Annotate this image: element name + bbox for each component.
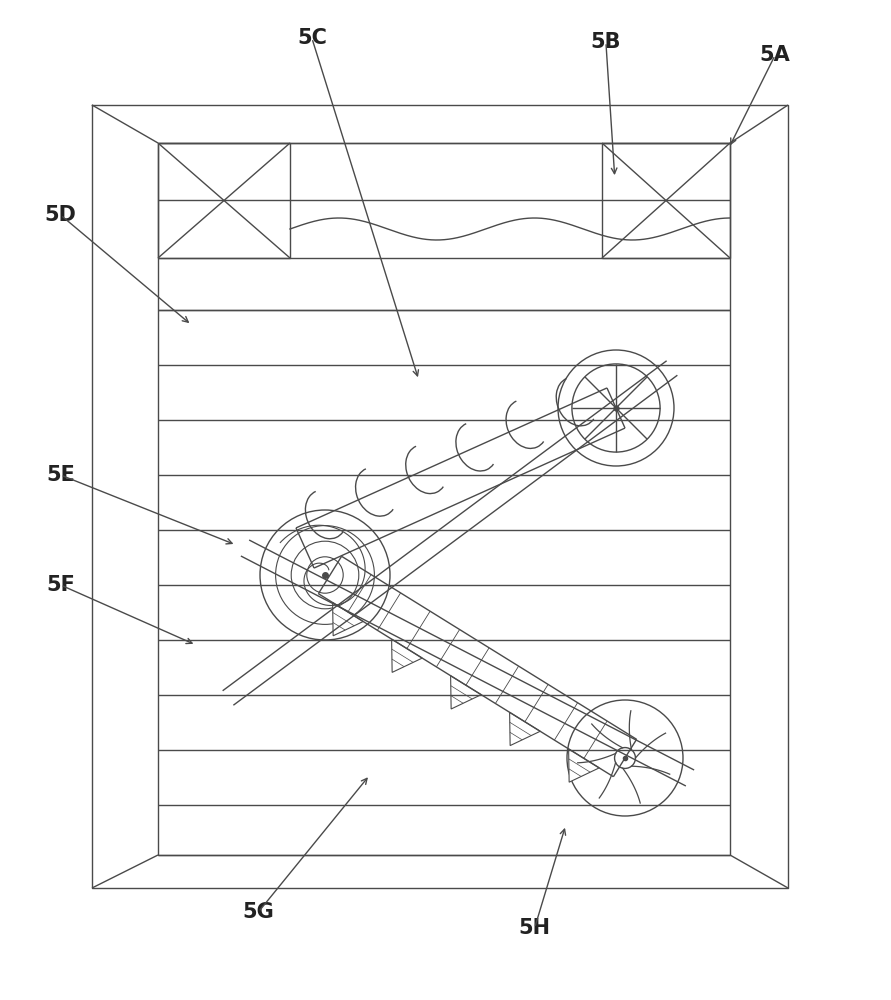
Text: 5F: 5F: [46, 575, 75, 595]
Text: 5A: 5A: [760, 45, 790, 65]
Polygon shape: [392, 639, 422, 672]
Polygon shape: [451, 676, 481, 709]
Text: 5G: 5G: [242, 902, 274, 922]
Bar: [158, 143, 730, 855]
Bar: [602, 143, 730, 258]
Bar: [158, 143, 290, 258]
Polygon shape: [568, 749, 600, 782]
Text: 5B: 5B: [591, 32, 621, 52]
Text: 5C: 5C: [297, 28, 327, 48]
Text: 5E: 5E: [46, 465, 75, 485]
Text: 5H: 5H: [519, 918, 551, 938]
Text: 5D: 5D: [45, 205, 77, 225]
Polygon shape: [332, 603, 364, 636]
Polygon shape: [510, 712, 540, 746]
